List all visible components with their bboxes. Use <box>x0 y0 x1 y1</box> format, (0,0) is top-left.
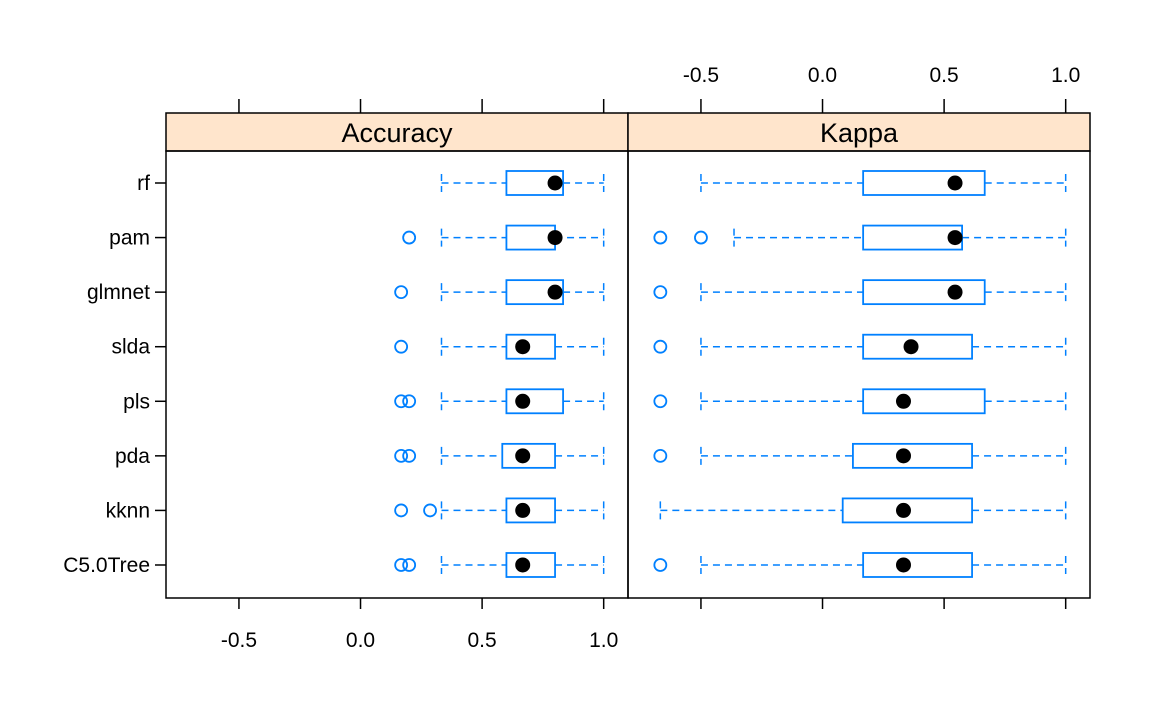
outlier-point <box>402 448 417 463</box>
iqr-box <box>505 497 556 524</box>
outlier-point <box>394 394 409 409</box>
median-dot <box>547 230 563 246</box>
outlier-point <box>694 230 708 245</box>
median-dot <box>515 393 531 409</box>
panel-frame <box>165 150 629 599</box>
median-dot <box>947 284 963 300</box>
panel-strip-label: Accuracy <box>341 118 453 148</box>
x-tick-label: 1.0 <box>589 629 618 652</box>
median-dot <box>515 502 531 518</box>
outlier-point <box>394 285 409 300</box>
iqr-box <box>862 279 986 306</box>
model-label: pam <box>109 227 150 250</box>
panel-strip <box>627 112 1091 152</box>
iqr-box <box>841 497 973 524</box>
median-dot <box>947 175 963 191</box>
model-label: glmnet <box>87 281 150 304</box>
median-dot <box>903 339 919 355</box>
panel-frame <box>627 150 1091 599</box>
outlier-point <box>653 230 668 245</box>
x-tick-label: 1.0 <box>1051 64 1080 87</box>
iqr-box <box>862 170 986 196</box>
outlier-point <box>402 558 417 572</box>
median-dot <box>547 175 563 191</box>
median-dot <box>515 448 531 464</box>
iqr-box <box>505 552 556 578</box>
median-dot <box>895 393 911 409</box>
median-dot <box>895 448 911 464</box>
outlier-point <box>402 230 417 245</box>
outlier-point <box>653 394 668 409</box>
outlier-point <box>653 448 668 463</box>
iqr-box <box>505 279 564 306</box>
outlier-point <box>394 339 409 354</box>
median-dot <box>895 557 911 573</box>
median-dot <box>947 230 963 246</box>
iqr-box <box>862 224 963 251</box>
median-dot <box>515 557 531 573</box>
x-tick-label: 0.5 <box>468 629 497 652</box>
panel-strip-label: Kappa <box>820 118 899 148</box>
iqr-box <box>505 388 564 415</box>
x-tick-label: 0.5 <box>930 64 959 87</box>
x-tick-label: -0.5 <box>683 64 719 87</box>
model-label: rf <box>137 172 150 195</box>
outlier-point <box>394 448 409 463</box>
outlier-point <box>394 503 409 518</box>
outlier-point <box>653 339 668 354</box>
iqr-box <box>501 442 556 469</box>
model-label: pda <box>115 445 150 468</box>
iqr-box <box>862 552 973 578</box>
iqr-box <box>505 170 564 196</box>
median-dot <box>515 339 531 355</box>
x-tick-label: 0.0 <box>346 629 375 652</box>
outlier-point <box>653 558 668 572</box>
model-label: slda <box>111 336 150 359</box>
model-label: C5.0Tree <box>63 554 150 577</box>
median-dot <box>895 502 911 518</box>
outlier-point <box>423 503 437 518</box>
iqr-box <box>852 442 973 469</box>
outlier-point <box>402 394 417 409</box>
x-tick-label: -0.5 <box>221 629 257 652</box>
model-label: pls <box>123 390 150 413</box>
iqr-box <box>862 333 973 360</box>
model-label: kknn <box>106 499 150 522</box>
iqr-box <box>862 388 986 415</box>
outlier-point <box>394 558 409 572</box>
x-tick-label: 0.0 <box>808 64 837 87</box>
median-dot <box>547 284 563 300</box>
outlier-point <box>653 285 668 300</box>
panel-strip <box>165 112 629 152</box>
iqr-box <box>505 333 556 360</box>
